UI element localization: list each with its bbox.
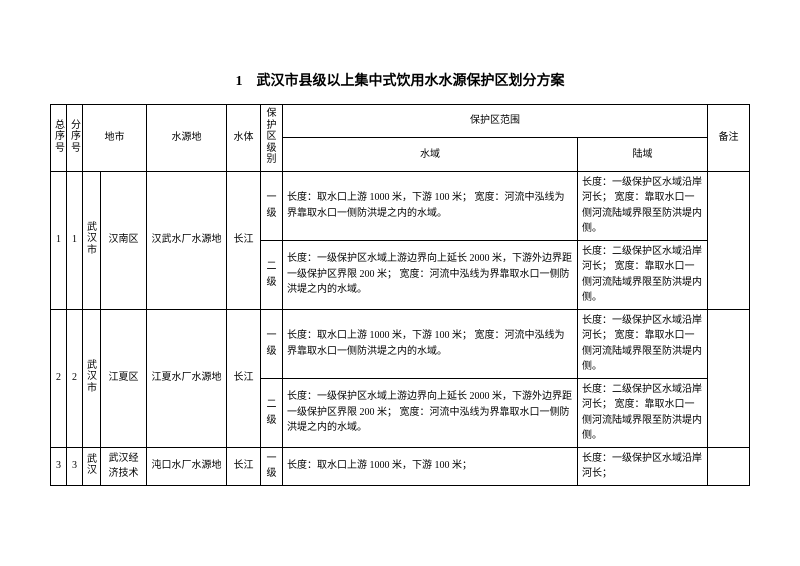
- cell-level: 一级: [261, 171, 283, 240]
- cell-district: 汉南区: [101, 171, 147, 309]
- table-row: 3 3 武汉 武汉经济技术 沌口水厂水源地 长江 一级 长度：取水口上游 100…: [51, 447, 750, 485]
- cell-water: 长度：取水口上游 1000 米，下游 100 米；: [283, 447, 578, 485]
- cell-idx: 2: [51, 309, 67, 447]
- cell-water: 长度：取水口上游 1000 米，下游 100 米； 宽度：河流中泓线为界靠取水口…: [283, 171, 578, 240]
- cell-land: 长度：二级保护区水域沿岸河长； 宽度：靠取水口一侧河流陆域界限至防洪堤内侧。: [578, 378, 708, 447]
- cell-level: 二级: [261, 378, 283, 447]
- cell-source: 江夏水厂水源地: [147, 309, 227, 447]
- cell-city: 武汉: [83, 447, 101, 485]
- cell-body: 长江: [227, 309, 261, 447]
- cell-sub: 1: [67, 171, 83, 309]
- hdr-note: 备注: [708, 105, 750, 172]
- cell-land: 长度：二级保护区水域沿岸河长； 宽度：靠取水口一侧河流陆域界限至防洪堤内侧。: [578, 240, 708, 309]
- hdr-total-idx: 总序号: [51, 105, 67, 172]
- cell-level: 一级: [261, 447, 283, 485]
- hdr-level: 保护区级别: [261, 105, 283, 172]
- hdr-sub-idx: 分序号: [67, 105, 83, 172]
- cell-land: 长度：一级保护区水域沿岸河长； 宽度：靠取水口一侧河流陆域界限至防洪堤内侧。: [578, 171, 708, 240]
- cell-idx: 3: [51, 447, 67, 485]
- hdr-body: 水体: [227, 105, 261, 172]
- cell-source: 沌口水厂水源地: [147, 447, 227, 485]
- cell-water: 长度：一级保护区水域上游边界向上延长 2000 米，下游外边界距一级保护区界限 …: [283, 378, 578, 447]
- table-row: 2 2 武汉市 江夏区 江夏水厂水源地 长江 一级 长度：取水口上游 1000 …: [51, 309, 750, 378]
- cell-level: 一级: [261, 309, 283, 378]
- cell-source: 汉武水厂水源地: [147, 171, 227, 309]
- cell-idx: 1: [51, 171, 67, 309]
- cell-sub: 3: [67, 447, 83, 485]
- hdr-water: 水域: [283, 138, 578, 171]
- table-row: 1 1 武汉市 汉南区 汉武水厂水源地 长江 一级 长度：取水口上游 1000 …: [51, 171, 750, 240]
- hdr-source: 水源地: [147, 105, 227, 172]
- cell-sub: 2: [67, 309, 83, 447]
- cell-level: 二级: [261, 240, 283, 309]
- cell-note: [708, 309, 750, 447]
- cell-district: 江夏区: [101, 309, 147, 447]
- hdr-city: 地市: [83, 105, 147, 172]
- protection-zones-table: 总序号 分序号 地市 水源地 水体 保护区级别 保护区范围 备注 水域 陆域 1…: [50, 104, 750, 486]
- cell-note: [708, 171, 750, 309]
- header-row-1: 总序号 分序号 地市 水源地 水体 保护区级别 保护区范围 备注: [51, 105, 750, 138]
- cell-city: 武汉市: [83, 309, 101, 447]
- doc-title: 1 武汉市县级以上集中式饮用水水源保护区划分方案: [50, 70, 750, 90]
- hdr-land: 陆域: [578, 138, 708, 171]
- document-page: 1 武汉市县级以上集中式饮用水水源保护区划分方案 总序号 分序号 地市 水源地 …: [0, 0, 800, 486]
- cell-water: 长度：一级保护区水域上游边界向上延长 2000 米，下游外边界距一级保护区界限 …: [283, 240, 578, 309]
- cell-note: [708, 447, 750, 485]
- cell-city: 武汉市: [83, 171, 101, 309]
- cell-body: 长江: [227, 171, 261, 309]
- cell-district: 武汉经济技术: [101, 447, 147, 485]
- cell-body: 长江: [227, 447, 261, 485]
- cell-land: 长度：一级保护区水域沿岸河长；: [578, 447, 708, 485]
- hdr-scope: 保护区范围: [283, 105, 708, 138]
- cell-land: 长度：一级保护区水域沿岸河长； 宽度：靠取水口一侧河流陆域界限至防洪堤内侧。: [578, 309, 708, 378]
- cell-water: 长度：取水口上游 1000 米，下游 100 米； 宽度：河流中泓线为界靠取水口…: [283, 309, 578, 378]
